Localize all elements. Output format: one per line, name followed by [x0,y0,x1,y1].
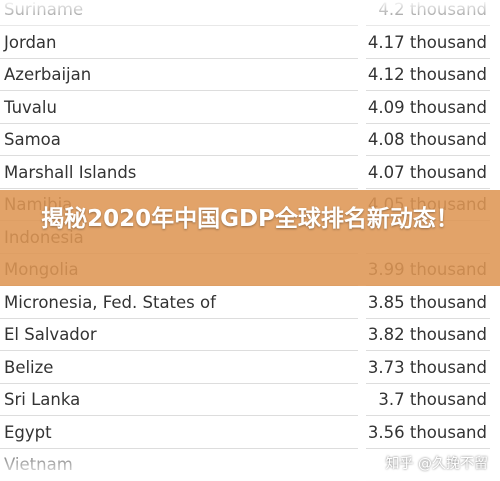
separator [366,382,490,384]
separator [366,350,490,351]
country-name: Sri Lanka [4,390,81,409]
country-name: Jordan [4,32,57,52]
country-name: Samoa [4,130,61,149]
country-value: 3.85 thousand [367,292,487,312]
separator [0,350,358,351]
fade [0,0,500,26]
separator [0,57,358,59]
separator [366,187,490,189]
separator [0,122,358,124]
list-row: Belize 3.73 thousand [0,352,500,384]
separator [366,122,490,124]
country-name: Tuvalu [4,97,57,117]
list-row: Jordan 4.17 thousand [0,27,500,59]
country-value: 4.07 thousand [367,162,487,182]
separator [0,90,358,91]
country-name: Belize [4,357,54,377]
country-name: Egypt [4,422,52,442]
country-value: 3.82 thousand [367,325,487,344]
list-row: Egypt 3.56 thousand [0,417,500,449]
list-row: Sri Lanka 3.7 thousand [0,384,500,416]
separator [366,415,490,416]
country-name: Marshall Islands [4,162,137,182]
list-row: Tuvalu 4.09 thousand [0,92,500,124]
country-name: Micronesia, Fed. States of [4,292,216,312]
list-row: Azerbaijan 4.12 thousand [0,59,500,91]
list-row: Marshall Islands 4.07 thousand [0,157,500,189]
country-value: 4.17 thousand [367,32,487,52]
country-value: 3.7 thousand [378,390,487,409]
country-value: 4.09 thousand [367,97,487,117]
country-value: 3.73 thousand [367,357,487,377]
banner-title: 揭秘2020年中国GDP全球排名新动态！ [41,206,459,232]
list-row: Samoa 4.08 thousand [0,124,500,156]
separator [366,447,490,449]
separator [0,382,358,384]
list-row: El Salvador 3.82 thousand [0,319,500,351]
country-value: 3.56 thousand [367,422,487,442]
separator [0,187,358,189]
country-value: 4.08 thousand [367,130,487,149]
separator [0,317,358,319]
country-name: El Salvador [4,325,97,344]
separator [366,155,490,156]
watermark: 知乎 @久挽不留 [385,456,488,472]
separator [366,317,490,319]
fade [0,451,500,481]
country-value: 4.12 thousand [367,65,487,84]
separator [0,447,358,449]
country-name: Azerbaijan [4,65,92,84]
list-row: Micronesia, Fed. States of 3.85 thousand [0,287,500,319]
separator [366,57,490,59]
banner: 揭秘2020年中国GDP全球排名新动态！ [0,190,500,286]
separator [0,155,358,156]
separator [366,90,490,91]
separator [0,415,358,416]
